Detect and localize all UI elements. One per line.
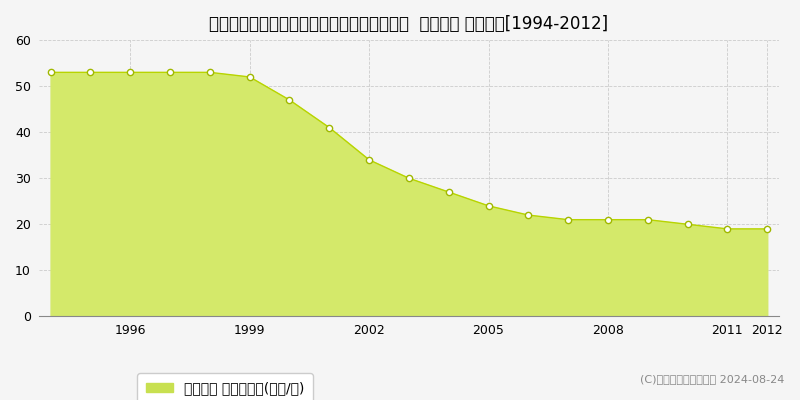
Title: 兵庫県神戸市北区ひよどり台２丁目１０番７  地価公示 地価推移[1994-2012]: 兵庫県神戸市北区ひよどり台２丁目１０番７ 地価公示 地価推移[1994-2012… xyxy=(210,15,609,33)
Legend: 地価公示 平均坪単価(万円/坪): 地価公示 平均坪単価(万円/坪) xyxy=(137,373,313,400)
Text: (C)土地価格ドットコム 2024-08-24: (C)土地価格ドットコム 2024-08-24 xyxy=(640,374,784,384)
